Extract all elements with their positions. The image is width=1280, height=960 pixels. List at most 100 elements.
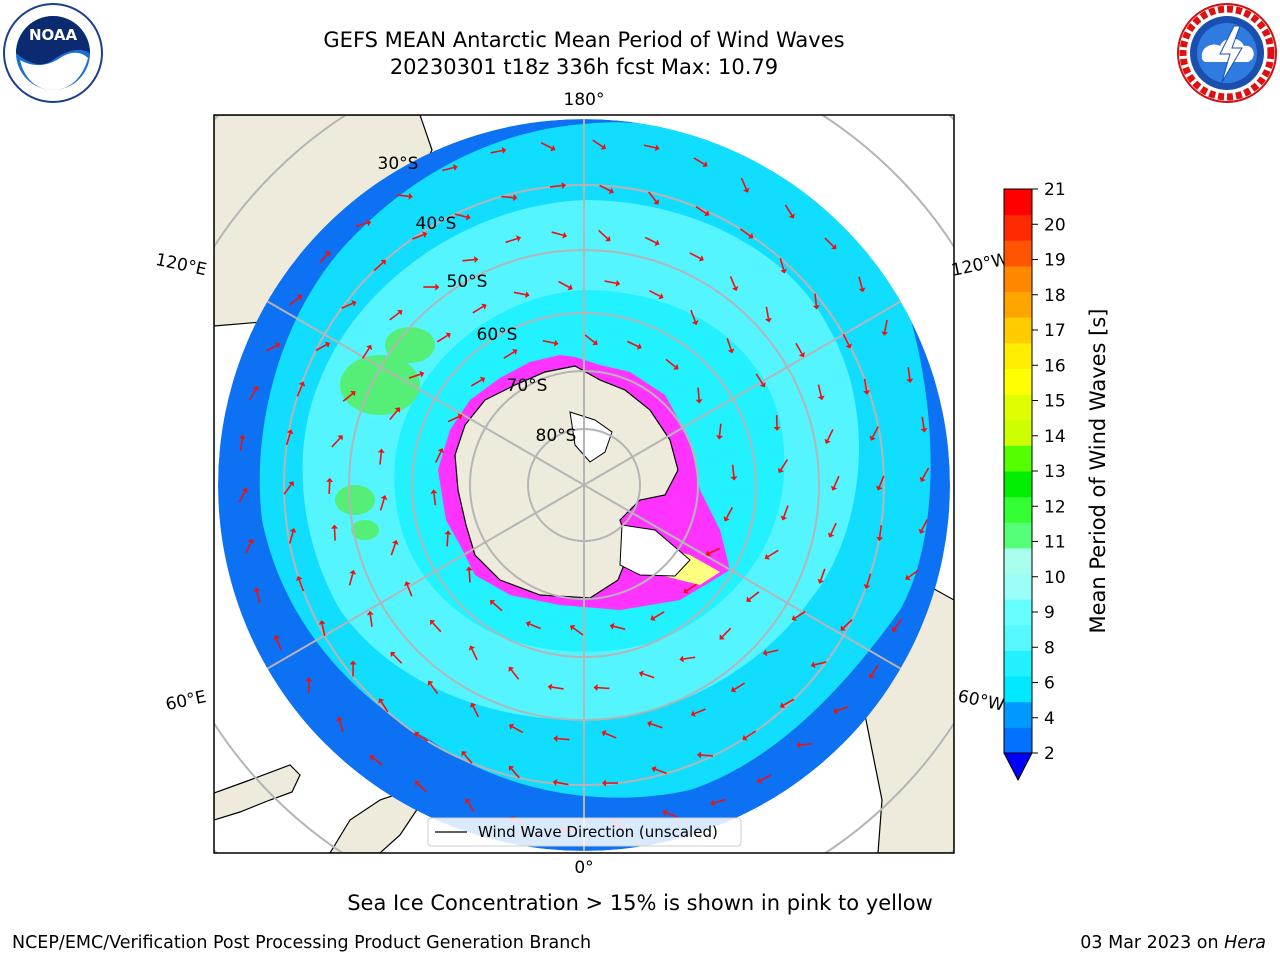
wind-wave-arrow-head [858,287,866,293]
wind-wave-arrow-head [593,684,598,692]
wind-wave-arrow-shaft [501,195,514,199]
wind-wave-arrow-shaft [708,547,721,555]
wind-wave-arrow-head [561,182,566,190]
wind-wave-arrow-head [501,147,507,154]
wind-wave-arrow-head [812,305,820,310]
wind-wave-arrow-head [479,376,486,383]
colorbar-segment [1004,496,1032,523]
wind-wave-arrow-shaft [470,379,483,387]
wind-wave-arrow-head [746,596,752,603]
wind-wave-arrow-shaft [908,569,919,578]
wind-wave-arrow-shaft [734,682,746,691]
wind-wave-arrow-head [840,625,846,631]
colorbar-segment [1004,573,1032,600]
wind-wave-arrow-head [552,778,558,786]
wind-wave-arrow-shaft [726,338,732,350]
wind-wave-arrow-shaft [433,493,437,506]
wind-wave-arrow-head [435,283,440,291]
wind-wave-arrow-head [636,343,642,350]
wind-wave-arrow-head [918,528,925,534]
wind-wave-arrow-head [445,332,451,339]
wind-wave-arrow-shaft [331,437,341,448]
wind-wave-arrow-shaft [922,467,930,479]
wind-wave-arrow-head [788,213,795,219]
colorbar-tick-label: 17 [1044,321,1066,341]
wind-wave-arrow-shaft [878,475,885,488]
wind-wave-arrow-head [710,799,716,807]
wind-wave-arrow-head [525,620,531,628]
wind-wave-arrow-head [817,578,825,584]
wind-wave-arrow-head [662,809,668,816]
wind-wave-arrow-head [719,634,725,640]
wind-wave-arrow-shaft [321,623,326,636]
wind-wave-arrow-head [691,320,699,326]
wind-wave-arrow-head [791,614,797,621]
colorbar-segment [1004,650,1032,677]
wind-wave-arrow-head [891,626,898,632]
wind-wave-arrow-head [562,231,568,239]
map-frame [213,114,955,854]
wind-wave-arrow-shaft [369,614,373,627]
wind-wave-arrow-head [508,666,515,672]
wind-wave-arrow-shaft [355,222,368,228]
wind-wave-arrow-head [704,210,710,217]
wind-wave-arrow-head [748,232,754,239]
wind-wave-arrow-head [380,259,386,266]
green-period-patches [335,327,435,540]
wind-wave-arrow-shaft [783,505,789,518]
colorbar-tick-label: 4 [1044,709,1055,729]
wind-wave-arrow-shaft [644,236,657,244]
lon-label-lower-right: 60°W [956,686,1006,715]
wind-wave-arrow-shaft [513,291,526,296]
wind-wave-arrows [238,139,930,833]
lon-label-bottom: 0° [574,858,593,878]
wind-wave-arrow-head [508,723,515,730]
wind-wave-arrow-head [705,550,711,557]
wind-wave-arrow-head [331,524,339,529]
wind-wave-arrow-head [920,428,928,433]
wind-wave-arrow-head [696,751,702,759]
wind-wave-arrow-head [824,438,831,444]
wind-wave-arrow-shaft [697,387,700,400]
wind-wave-arrow-shaft [417,733,429,742]
lon-label-upper-right: 120°W [950,249,1011,281]
wind-wave-arrow-head [377,448,385,453]
footer-date-text: 03 Mar 2023 on [1080,933,1225,953]
wind-wave-arrow-head [324,250,331,257]
wind-wave-arrow-shaft [863,378,868,391]
wind-wave-arrow-head [508,765,515,772]
wind-wave-arrow-shaft [256,591,261,604]
wind-wave-arrow-shaft [505,237,518,244]
wind-wave-arrow-head [810,661,816,669]
legend-label: Wind Wave Direction (unscaled) [478,823,718,841]
colorbar-tick-label: 16 [1044,356,1066,376]
colorbar-segment [1004,599,1032,626]
wind-wave-arrow-shaft [492,602,503,612]
wind-wave-arrow-shaft [731,464,735,477]
wind-wave-arrow-shaft [556,781,569,786]
wind-wave-arrow-head [679,655,684,663]
graticule [218,119,950,851]
wind-wave-arrow-shaft [598,229,609,240]
wind-wave-arrow-head [743,187,750,193]
wind-wave-arrow-shaft [463,753,473,764]
wind-wave-arrow-shaft [665,811,678,818]
wind-wave-arrow-shaft [725,507,734,519]
wind-wave-arrow-shaft [472,305,484,314]
wind-wave-arrow-head [658,293,664,300]
wind-wave-arrow-shaft [597,686,610,690]
colorbar-segment [1004,547,1032,575]
wind-wave-arrow-head [651,765,657,773]
wind-wave-arrow-shaft [338,720,344,733]
wind-wave-arrow-shaft [283,484,292,495]
wind-wave-arrow-head [601,730,607,737]
wind-wave-arrow-head [601,779,606,787]
wind-wave-arrow-shaft [510,768,520,779]
wind-wave-arrow-head [337,435,343,441]
colorbar-tick-label: 10 [1044,568,1066,588]
wind-wave-arrow-shaft [745,730,757,739]
wind-wave-arrow-shaft [648,289,661,297]
wind-wave-arrow-head [817,395,825,401]
noaa-logo: NOAA [3,3,103,103]
land-south-africa [214,764,301,821]
